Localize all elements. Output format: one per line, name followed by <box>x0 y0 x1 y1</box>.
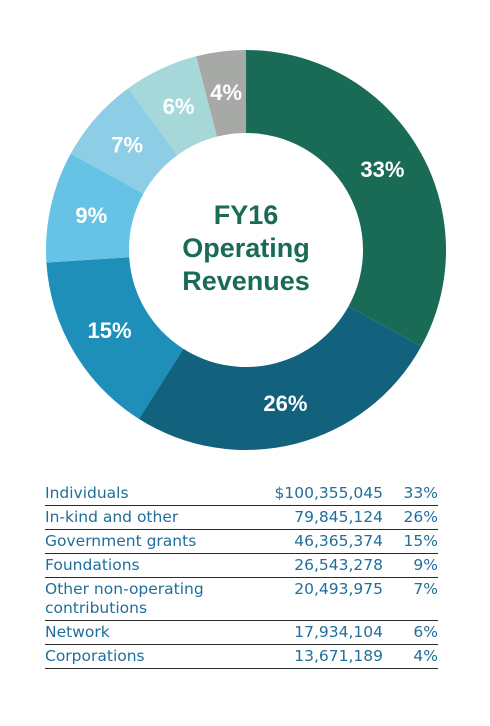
row-amount: 46,365,374 <box>255 529 383 554</box>
row-percent: 15% <box>383 529 438 554</box>
row-percent: 26% <box>383 505 438 530</box>
donut-slice-in-kind-and-other <box>138 306 422 450</box>
table-row: Individuals $100,355,045 33% <box>45 482 438 506</box>
table-row: Network 17,934,104 6% <box>45 620 438 645</box>
row-amount: 79,845,124 <box>255 505 383 530</box>
donut-slice-other-non-operating-contributions <box>70 88 178 194</box>
row-percent: 7% <box>383 577 438 621</box>
row-amount: $100,355,045 <box>255 482 383 506</box>
row-name: Network <box>45 620 255 645</box>
slice-label: 15% <box>88 318 132 343</box>
chart-title-line-2: Operating <box>182 233 310 263</box>
row-percent: 9% <box>383 553 438 578</box>
table-row: Foundations 26,543,278 9% <box>45 553 438 578</box>
chart-title-line-1: FY16 <box>214 200 279 230</box>
slice-label: 6% <box>163 94 195 119</box>
row-amount: 13,671,189 <box>255 644 383 669</box>
table-row: Government grants 46,365,374 15% <box>45 529 438 554</box>
row-name: Government grants <box>45 529 255 554</box>
slice-label: 33% <box>360 157 404 182</box>
donut-slice-corporations <box>196 50 246 137</box>
slice-label: 9% <box>75 203 107 228</box>
table-row: Corporations 13,671,189 4% <box>45 644 438 669</box>
donut-slice-foundations <box>46 153 144 263</box>
revenue-table: Individuals $100,355,045 33% In-kind and… <box>45 482 438 669</box>
table-row: In-kind and other 79,845,124 26% <box>45 505 438 530</box>
slice-label: 7% <box>111 133 143 158</box>
donut-slice-individuals <box>246 50 446 347</box>
row-amount: 17,934,104 <box>255 620 383 645</box>
row-percent: 4% <box>383 644 438 669</box>
donut-slice-government-grants <box>46 257 184 419</box>
row-name: Individuals <box>45 482 255 506</box>
slice-labels: 33% 26% 15% 9% 7% 6% 4% <box>75 80 404 416</box>
row-percent: 33% <box>383 482 438 506</box>
chart-title: FY16 Operating Revenues <box>182 200 310 296</box>
donut-slices <box>46 50 446 450</box>
donut-chart: 33% 26% 15% 9% 7% 6% 4% FY16 Operating Revenue… <box>46 50 446 450</box>
row-name: Other non-operating contributions <box>45 577 255 621</box>
row-name: Corporations <box>45 644 255 669</box>
slice-label: 26% <box>263 391 307 416</box>
donut-slice-network <box>128 56 217 156</box>
row-amount: 20,493,975 <box>255 577 383 621</box>
row-name: Foundations <box>45 553 255 578</box>
slice-label: 4% <box>210 80 242 105</box>
row-amount: 26,543,278 <box>255 553 383 578</box>
row-name: In-kind and other <box>45 505 255 530</box>
chart-title-line-3: Revenues <box>182 266 310 296</box>
row-percent: 6% <box>383 620 438 645</box>
table-row: Other non-operating contributions 20,493… <box>45 577 438 621</box>
